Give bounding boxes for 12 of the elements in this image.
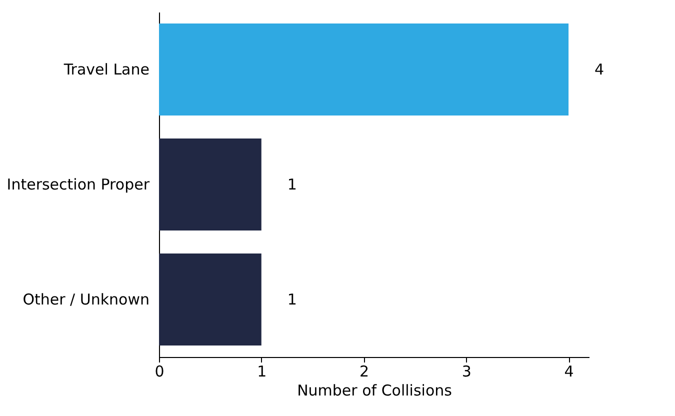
data-label: 1 [287, 176, 297, 194]
x-tick-label: 2 [359, 362, 370, 380]
y-tick-label: Travel Lane [62, 60, 150, 78]
x-tick-label: 1 [257, 362, 267, 380]
x-tick-label: 0 [154, 362, 164, 380]
x-axis-title: Number of Collisions [297, 382, 452, 400]
y-tick-label: Other / Unknown [22, 290, 150, 308]
data-label: 1 [287, 290, 297, 308]
x-tick-label: 3 [462, 362, 472, 380]
data-label: 4 [594, 60, 604, 78]
x-tick-label: 4 [564, 362, 574, 380]
y-tick-label: Intersection Proper [6, 176, 150, 194]
